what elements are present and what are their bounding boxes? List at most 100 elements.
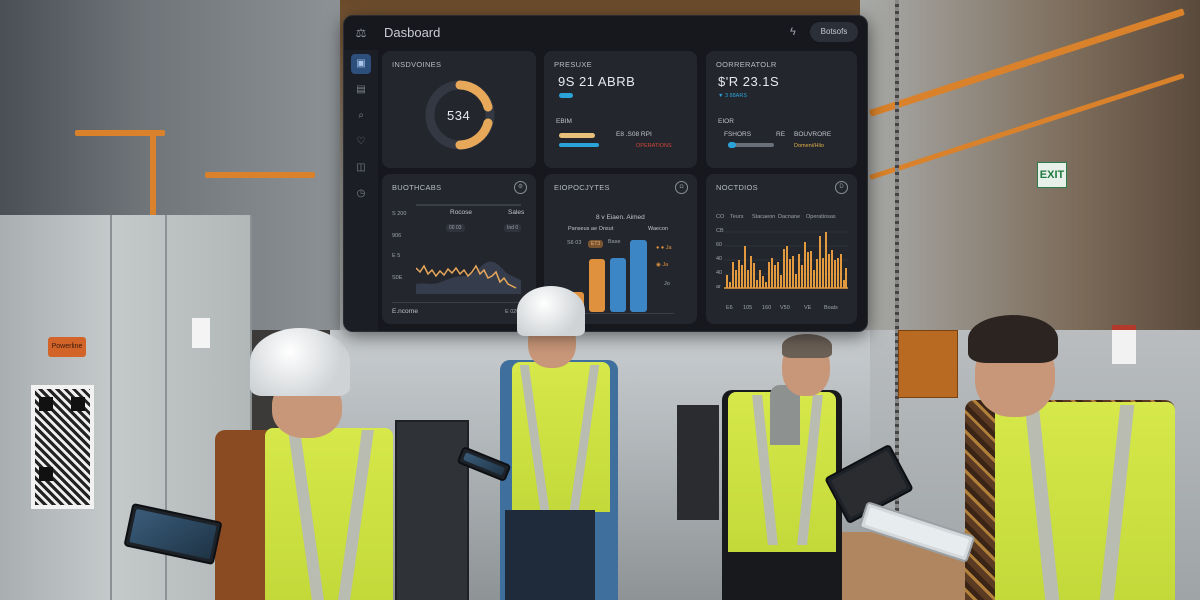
x-tick: 160 (762, 305, 772, 311)
operators-metric-left: FSHORS (724, 131, 752, 138)
bar-4 (630, 240, 647, 312)
cabinet-seam (165, 215, 167, 600)
x-tick: E6 (726, 305, 733, 311)
hard-hat (517, 286, 585, 336)
scale-icon[interactable]: ⚖ (355, 26, 367, 40)
hazard-sign (1112, 325, 1136, 364)
donut-card: INSDVOINES 534 (382, 51, 536, 168)
sidebar-item-clipboard[interactable]: ▤ (351, 80, 371, 100)
bar-legend: Jo (664, 281, 670, 287)
bar-2 (589, 259, 605, 312)
qr-code (31, 385, 94, 509)
pressure-value: 9S 21 ABRB (558, 74, 636, 89)
x-tick: Boals (824, 305, 838, 311)
operators-metric-right: BOUVRORE (794, 131, 832, 138)
heart-icon: ♡ (356, 136, 366, 147)
bar-label-small: S6 03 (567, 240, 582, 246)
y-tick: E 5 (392, 253, 401, 259)
donut-chart (425, 80, 495, 150)
histogram-card-title: NOCTDIOS (716, 183, 758, 192)
orange-pipe (75, 130, 165, 136)
pressure-card-title: PRESUXE (554, 60, 592, 69)
y-tick: 906 (392, 233, 402, 239)
sidebar: ▣ ▤ ⌕ ♡ ◫ ◷ (344, 50, 378, 331)
right-mezzanine (860, 0, 1200, 340)
clipboard-icon: ▤ (356, 84, 366, 95)
equipment-rack (395, 420, 469, 600)
cabinet-seam (110, 215, 112, 600)
bar-legend: ◉ Ja (656, 262, 669, 268)
bar-card-title: EIOPOCJYTES (554, 183, 610, 192)
bar-chip: ET3 (588, 240, 604, 248)
hanging-chain (895, 0, 899, 520)
bar-chart-title: 8 v Eiaen. Aimed (596, 214, 645, 221)
y-tick: CO (716, 214, 725, 220)
pressure-metric: E8 .S08 RPI (616, 131, 652, 138)
line-chart-card: BUOTHCABS ⚙ S 200 906 E 5 S0E Rocose Sal… (382, 174, 536, 324)
header-action-button[interactable]: Botsofs (810, 22, 858, 42)
donut-value: 534 (447, 108, 471, 123)
hanging-info-board (898, 330, 958, 398)
bar-label-right: Waecon (648, 226, 668, 232)
y-tick: S 200 (392, 211, 407, 217)
pressure-card: PRESUXE 9S 21 ABRB EBIM E8 .S08 RPI OPER… (544, 51, 697, 168)
line-card-footer-right: E 020 (505, 309, 520, 315)
sidebar-item-search[interactable]: ⌕ (351, 106, 371, 126)
legend-sales: Sales (508, 209, 525, 216)
operators-trend: ▼ 3 88ARS (718, 93, 747, 99)
settings-icon[interactable]: ⚙ (514, 181, 527, 194)
operators-metric-mid: RE (776, 131, 786, 138)
storage-bins (677, 405, 719, 520)
camera-icon[interactable]: ◘ (675, 181, 688, 194)
pressure-sub-label: EBIM (556, 118, 572, 125)
bar-label-mid: Base (608, 239, 621, 245)
dashboard-title: Dasboard (384, 25, 441, 40)
book-icon: ◫ (356, 162, 366, 173)
operators-card-title: OORRERATOLR (716, 60, 777, 69)
chip[interactable]: 00 03 (446, 224, 465, 232)
bar-label-left: Panseus ae Onsut (568, 226, 614, 232)
pressure-indicator (559, 93, 573, 98)
y-tick: S0E (392, 275, 403, 281)
y-tick: 40 (716, 270, 723, 276)
histogram-chart (724, 231, 848, 289)
x-tick: 105 (743, 305, 753, 311)
paper-note (192, 318, 210, 348)
chip[interactable]: Ind 0 (504, 224, 522, 232)
operators-card: OORRERATOLR $'R 23.1S ▼ 3 88ARS EIOR FSH… (706, 51, 857, 168)
y-tick: 60 (716, 242, 723, 248)
sidebar-item-health[interactable]: ♡ (351, 132, 371, 152)
progress-orange (559, 133, 595, 138)
operators-track (728, 143, 774, 147)
cabinet-label: Powerline (48, 337, 86, 357)
legend-item: Operatiosas (806, 214, 836, 220)
operators-sub-label: EIOR (718, 118, 734, 125)
sidebar-item-history[interactable]: ◷ (351, 184, 371, 204)
dashboard-icon: ▣ (356, 58, 366, 69)
sidebar-item-dashboard[interactable]: ▣ (351, 54, 371, 74)
x-tick: VE (804, 305, 812, 311)
legend-item: Stacaeon (752, 214, 776, 220)
operators-progress (728, 142, 736, 148)
y-tick: 40 (716, 256, 723, 262)
line-card-title: BUOTHCABS (392, 183, 442, 192)
sidebar-item-book[interactable]: ◫ (351, 158, 371, 178)
legend-item: Dacnane (778, 214, 801, 220)
y-tick: CB (716, 228, 724, 234)
progress-blue (559, 143, 599, 147)
donut-card-title: INSDVOINES (392, 60, 442, 69)
histogram-card: NOCTDIOS D CO CB 60 40 40 ar Teurs Staca… (706, 174, 857, 324)
clock-icon: ◷ (356, 188, 366, 199)
area-chart (416, 261, 521, 294)
x-tick: V50 (780, 305, 790, 311)
bar-legend: ● ● Ja (656, 245, 672, 251)
info-icon[interactable]: D (835, 181, 848, 194)
operators-value: $'R 23.1S (718, 74, 780, 89)
search-icon: ⌕ (358, 110, 364, 121)
pressure-metric-sub: OPERATIONS (636, 143, 672, 149)
legend-rocose: Rocose (450, 209, 473, 216)
orange-pipe (150, 130, 156, 250)
bolt-icon[interactable]: ϟ (790, 26, 796, 38)
orange-pipe (205, 172, 315, 178)
